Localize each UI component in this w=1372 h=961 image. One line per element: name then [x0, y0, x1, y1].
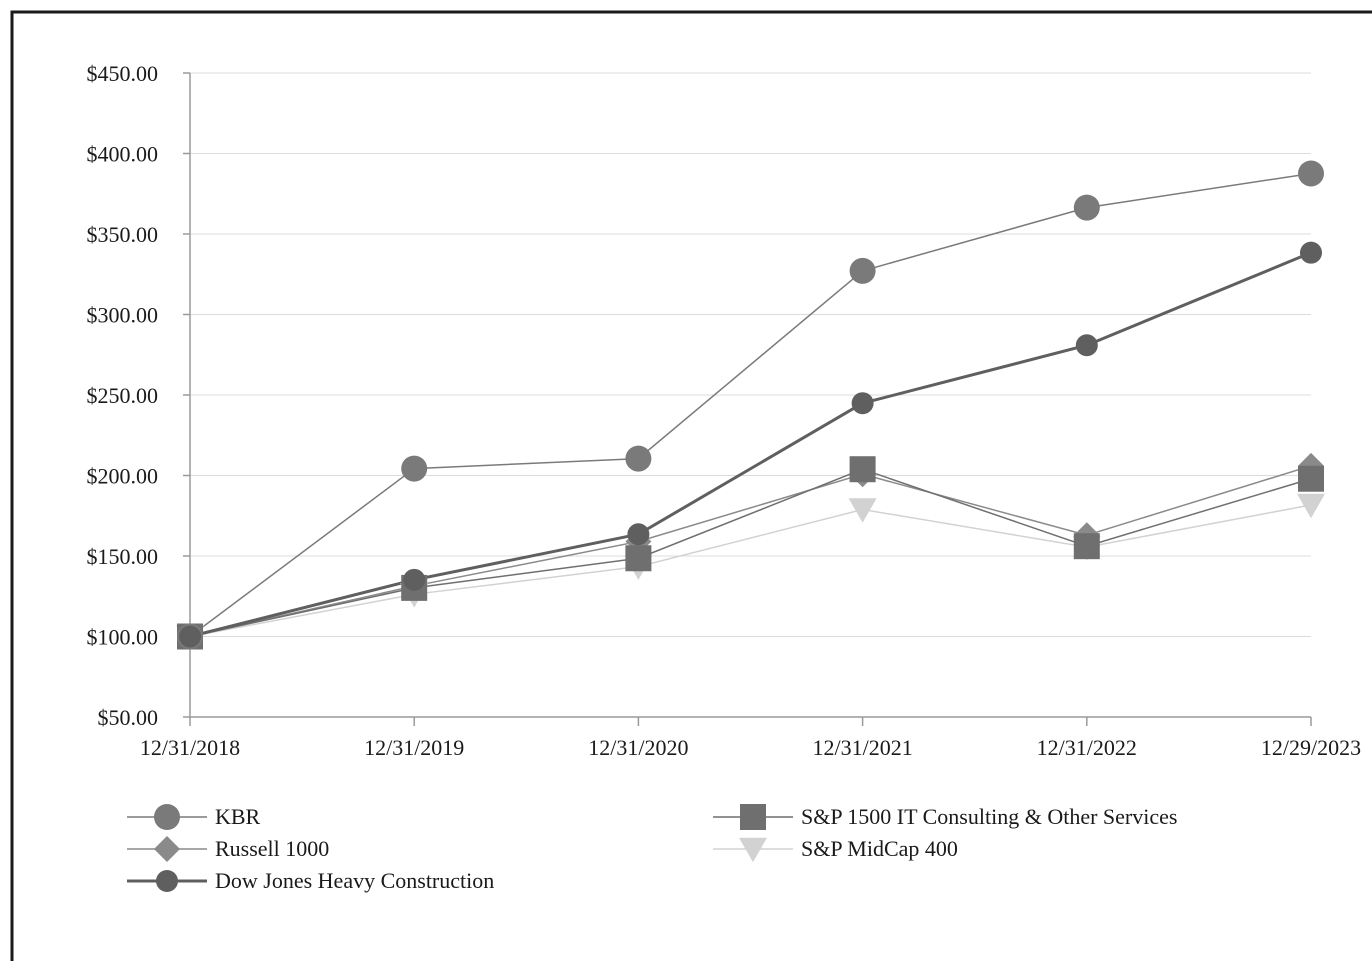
chart-frame	[10, 10, 1372, 961]
legend-label: Dow Jones Heavy Construction	[215, 868, 494, 893]
y-tick-label: $400.00	[87, 142, 159, 167]
legend-marker	[740, 804, 766, 830]
data-point	[627, 523, 650, 546]
legend-item: Russell 1000	[127, 836, 329, 862]
series-group	[176, 160, 1325, 650]
legend-marker	[156, 870, 178, 892]
legend-label: S&P 1500 IT Consulting & Other Services	[801, 804, 1177, 829]
x-tick-label: 12/31/2020	[588, 735, 688, 760]
x-axis-ticks: 12/31/2018 12/31/2019 12/31/2020 12/31/2021…	[140, 717, 1361, 760]
data-point	[1298, 160, 1324, 187]
x-tick-label: 12/31/2022	[1037, 735, 1137, 760]
x-tick-label: 12/31/2018	[140, 735, 240, 760]
x-tick-label: 12/29/2023	[1261, 735, 1361, 760]
series-line	[189, 172, 1312, 638]
y-tick-label: $300.00	[87, 303, 159, 328]
series-line	[189, 251, 1312, 638]
data-point	[179, 625, 201, 648]
legend-marker	[154, 836, 180, 862]
data-point	[625, 545, 652, 572]
data-point	[401, 455, 428, 482]
data-point	[1075, 334, 1098, 357]
x-tick-label: 12/31/2021	[812, 735, 912, 760]
data-point	[1297, 493, 1325, 519]
legend-marker	[154, 804, 180, 830]
legend-label: S&P MidCap 400	[801, 836, 958, 861]
series-line	[189, 504, 1312, 638]
data-point	[1073, 194, 1100, 221]
y-tick-label: $50.00	[98, 705, 159, 730]
series-line	[189, 465, 1312, 638]
y-tick-label: $100.00	[87, 625, 159, 650]
y-axis-ticks: $50.00 $100.00 $150.00 $200.00 $250.00 $300.0…	[87, 61, 190, 730]
y-tick-label: $200.00	[87, 464, 159, 489]
legend-label: Russell 1000	[215, 836, 329, 861]
legend-item: Dow Jones Heavy Construction	[127, 868, 494, 893]
data-point	[1300, 241, 1322, 264]
data-point	[849, 456, 876, 483]
data-point	[849, 257, 876, 284]
data-point	[1298, 465, 1324, 492]
y-tick-label: $350.00	[87, 222, 159, 247]
data-point	[625, 445, 652, 472]
y-tick-label: $150.00	[87, 544, 159, 569]
y-tick-label: $250.00	[87, 383, 159, 408]
y-tick-label: $450.00	[87, 61, 159, 86]
legend-item: S&P 1500 IT Consulting & Other Services	[713, 804, 1177, 830]
legend: KBR S&P 1500 IT Consulting & Other Servic…	[127, 804, 1177, 893]
gridlines	[190, 72, 1311, 637]
legend-item: KBR	[127, 804, 261, 830]
x-tick-label: 12/31/2019	[364, 735, 464, 760]
data-point	[403, 568, 426, 591]
data-point	[848, 498, 877, 523]
legend-marker	[739, 837, 767, 863]
data-point	[851, 392, 874, 415]
legend-item: S&P MidCap 400	[713, 836, 958, 863]
legend-label: KBR	[215, 804, 261, 829]
series-line	[189, 468, 1312, 638]
data-point	[1073, 533, 1100, 560]
